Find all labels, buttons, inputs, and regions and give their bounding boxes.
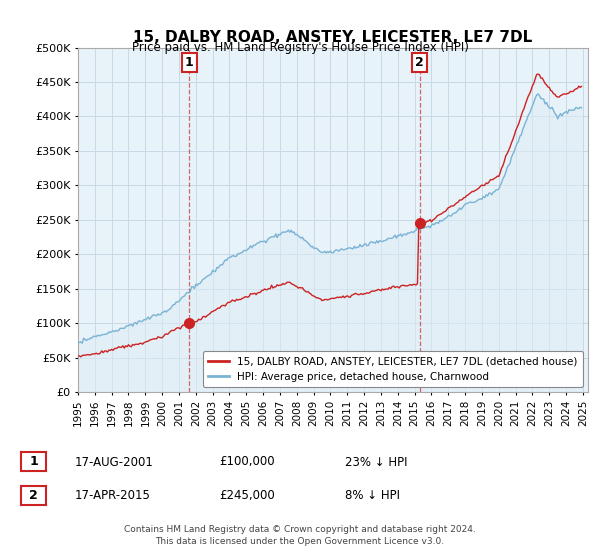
Title: 15, DALBY ROAD, ANSTEY, LEICESTER, LE7 7DL: 15, DALBY ROAD, ANSTEY, LEICESTER, LE7 7… <box>133 30 533 45</box>
Text: 17-AUG-2001: 17-AUG-2001 <box>75 455 154 469</box>
Text: Contains HM Land Registry data © Crown copyright and database right 2024.
This d: Contains HM Land Registry data © Crown c… <box>124 525 476 546</box>
Text: 2: 2 <box>415 56 424 69</box>
Text: 17-APR-2015: 17-APR-2015 <box>75 489 151 502</box>
Text: Price paid vs. HM Land Registry's House Price Index (HPI): Price paid vs. HM Land Registry's House … <box>131 41 469 54</box>
Text: £100,000: £100,000 <box>219 455 275 469</box>
Text: 23% ↓ HPI: 23% ↓ HPI <box>345 455 407 469</box>
Text: £245,000: £245,000 <box>219 489 275 502</box>
Text: 1: 1 <box>29 455 38 468</box>
Text: 1: 1 <box>185 56 194 69</box>
Text: 8% ↓ HPI: 8% ↓ HPI <box>345 489 400 502</box>
Legend: 15, DALBY ROAD, ANSTEY, LEICESTER, LE7 7DL (detached house), HPI: Average price,: 15, DALBY ROAD, ANSTEY, LEICESTER, LE7 7… <box>203 351 583 387</box>
Text: 2: 2 <box>29 488 38 502</box>
